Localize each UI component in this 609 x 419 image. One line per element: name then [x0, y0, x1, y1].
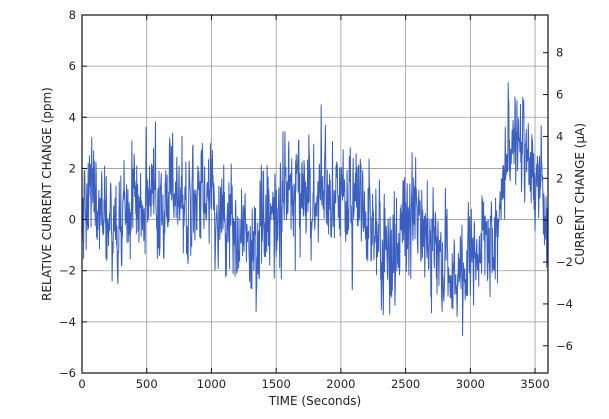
x-tick-label: 2500	[391, 377, 420, 391]
y-tick-label: −4	[59, 315, 76, 329]
x-tick-label: 0	[78, 377, 85, 391]
y-axis-title: RELATIVE CURRENT CHANGE (ppm)	[40, 87, 54, 301]
y-tick-label: −2	[59, 264, 76, 278]
y-tick-label: −6	[59, 366, 76, 380]
x-tick-label: 2000	[326, 377, 355, 391]
x-tick-label: 1000	[197, 377, 226, 391]
x-tick-label: 500	[136, 377, 158, 391]
current-change-series-line	[81, 82, 549, 337]
x-tick-label: 1500	[262, 377, 291, 391]
y2-tick-label: 8	[556, 46, 563, 60]
y-tick-label: 0	[69, 213, 76, 227]
y-tick-label: 8	[69, 8, 76, 22]
y2-tick-label: −2	[556, 255, 573, 269]
plot-area	[81, 82, 549, 337]
y2-tick-label: 6	[556, 88, 563, 102]
y-tick-label: 6	[69, 59, 76, 73]
y-tick-labels: −6 −4 −2 0 2 4 6 8	[59, 8, 76, 380]
y-tick-label: 2	[69, 161, 76, 175]
y2-tick-label: 2	[556, 171, 563, 185]
y2-axis-title: CURRENT CHANGE (μA)	[573, 123, 587, 265]
x-axis-title: TIME (Seconds)	[268, 394, 361, 408]
x-tick-label: 3000	[456, 377, 485, 391]
y2-tick-labels: −6 −4 −2 0 2 4 6 8	[556, 46, 573, 353]
x-tick-labels: 0 500 1000 1500 2000 2500 3000 3500	[78, 377, 549, 391]
y2-tick-label: 0	[556, 213, 563, 227]
y2-tick-label: −6	[556, 339, 573, 353]
y-tick-label: 4	[69, 110, 76, 124]
plot-frame	[81, 14, 549, 374]
y2-tick-label: −4	[556, 297, 573, 311]
y2-tick-label: 4	[556, 129, 563, 143]
tick-marks	[81, 14, 548, 374]
grid-lines	[82, 15, 548, 373]
x-tick-label: 3500	[520, 377, 549, 391]
